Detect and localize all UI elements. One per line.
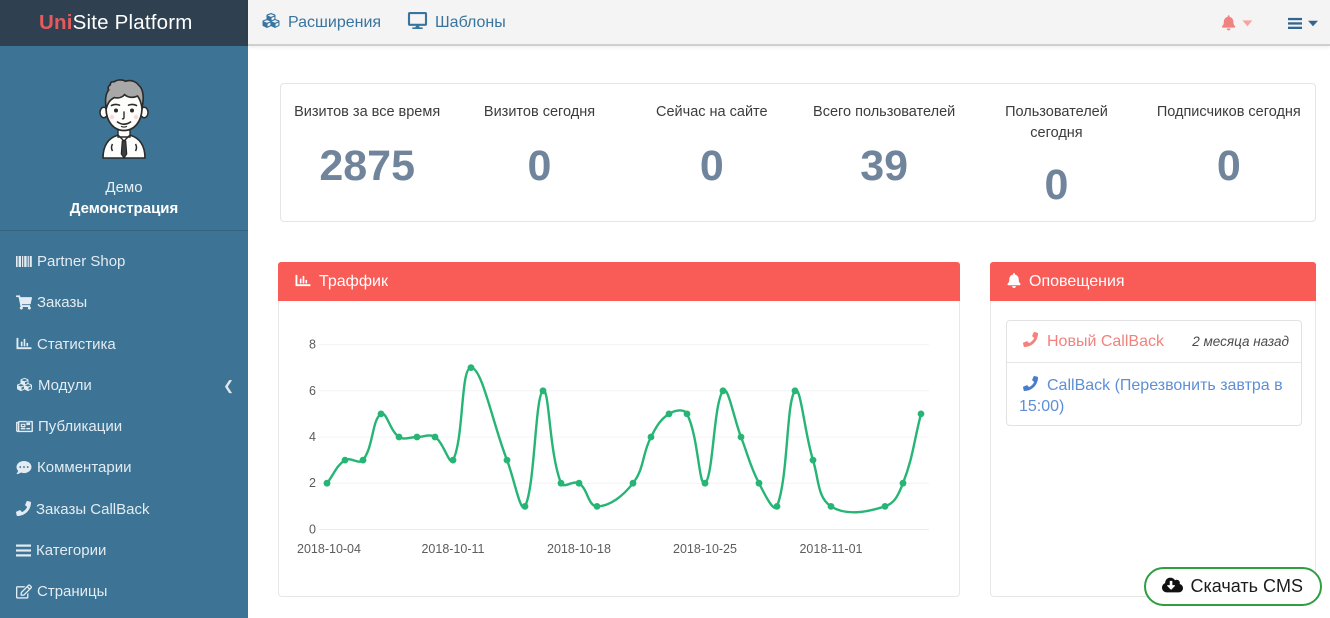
svg-text:4: 4	[309, 430, 316, 444]
svg-text:8: 8	[309, 338, 316, 352]
svg-text:2018-10-18: 2018-10-18	[547, 542, 611, 556]
svg-text:2018-10-04: 2018-10-04	[297, 542, 361, 556]
svg-text:2018-10-11: 2018-10-11	[421, 542, 484, 556]
svg-text:6: 6	[309, 384, 316, 398]
svg-text:0: 0	[309, 523, 316, 537]
svg-text:2018-11-01: 2018-11-01	[799, 542, 862, 556]
svg-text:2018-10-25: 2018-10-25	[673, 542, 737, 556]
svg-text:2: 2	[309, 476, 316, 490]
